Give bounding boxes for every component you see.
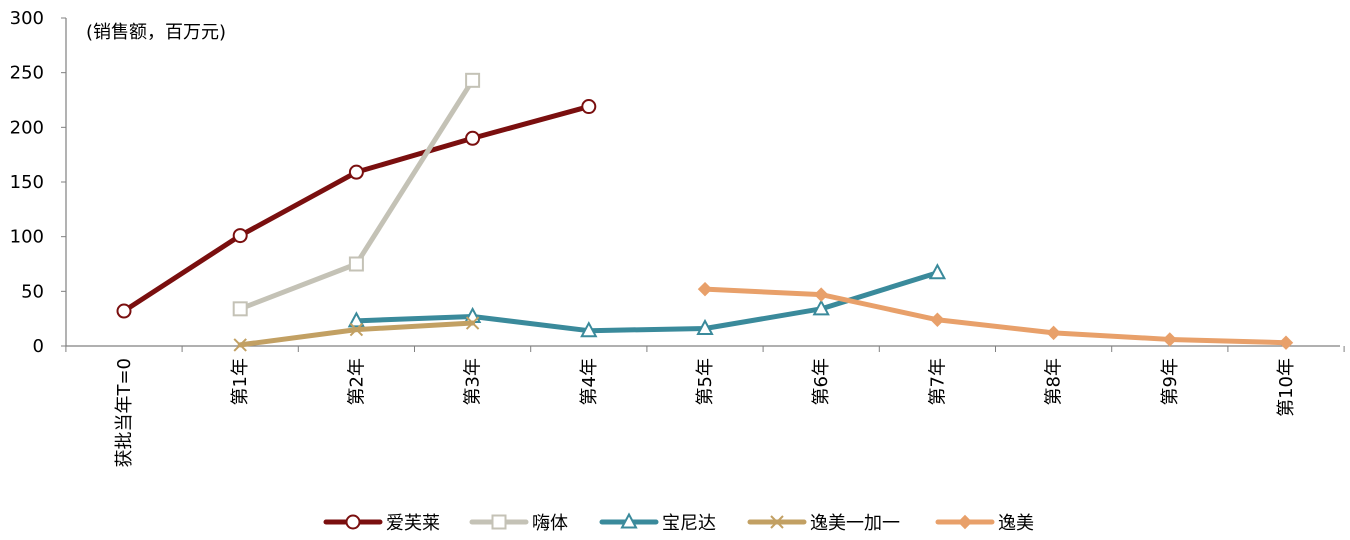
x-tick-label: 第5年 <box>695 358 716 405</box>
data-point <box>233 338 247 352</box>
legend-marker <box>620 512 638 529</box>
y-tick-label: 150 <box>10 172 44 193</box>
x-tick-label: 第10年 <box>1276 358 1297 417</box>
x-tick-label: 第7年 <box>927 358 948 405</box>
data-point <box>232 228 248 244</box>
data-point <box>465 316 480 330</box>
x-tick-label: 第9年 <box>1160 358 1181 405</box>
data-point <box>697 281 713 297</box>
series-1 <box>116 99 597 319</box>
data-point <box>465 72 481 88</box>
data-point <box>347 311 366 328</box>
data-point <box>812 299 830 316</box>
y-tick-labels: 0 50 100 150 200 250 300 <box>10 8 66 357</box>
series-line <box>353 270 940 334</box>
x-tick-label: 第3年 <box>463 358 484 405</box>
legend-marker <box>491 514 507 530</box>
x-tick-label: 第8年 <box>1044 358 1065 405</box>
series-5 <box>697 281 1294 350</box>
data-point <box>1162 332 1178 347</box>
legend-label: 嗨体 <box>532 513 568 534</box>
y-tick-label: 300 <box>10 8 44 29</box>
series-layer <box>116 72 1294 352</box>
data-point <box>928 263 947 280</box>
legend: 爱芙莱 嗨体 宝尼达 逸美一加一 逸美 <box>323 512 1034 534</box>
series-4 <box>233 316 480 352</box>
y-tick-label: 200 <box>10 117 44 138</box>
y-tick-label: 50 <box>21 281 44 302</box>
x-tick-label: 第2年 <box>346 358 367 405</box>
legend-label: 爱芙莱 <box>386 513 440 534</box>
x-tick-labels: 获批当年T=0 第1年 第2年 第3年 第4年 第5年 第6年 第7年 第8年 第9年 第10年 <box>65 346 1345 468</box>
legend-label: 逸美一加一 <box>810 513 900 534</box>
series-line <box>702 286 1289 346</box>
data-point <box>348 256 364 272</box>
series-line <box>121 104 592 314</box>
series-2 <box>232 72 481 317</box>
data-point <box>1278 335 1294 350</box>
legend-marker <box>957 514 973 530</box>
x-tick-label: 第6年 <box>811 358 832 405</box>
legend-item: 爱芙莱 <box>323 513 440 534</box>
data-point <box>349 322 364 337</box>
data-point <box>696 318 714 336</box>
data-point <box>930 312 945 327</box>
legend-item: 宝尼达 <box>599 512 716 534</box>
legend-marker <box>770 515 784 529</box>
legend-label: 宝尼达 <box>662 513 716 534</box>
legend-item: 逸美一加一 <box>747 513 900 534</box>
x-tick-label: 第1年 <box>230 358 251 405</box>
y-tick-label: 250 <box>10 63 44 84</box>
axes <box>65 18 1340 347</box>
legend-label: 逸美 <box>998 513 1034 534</box>
x-tick-label: 获批当年T=0 <box>114 358 135 468</box>
data-point <box>580 321 598 338</box>
data-point <box>232 301 248 317</box>
y-tick-label: 0 <box>33 336 44 357</box>
y-axis-label: (销售额，百万元) <box>86 22 226 43</box>
data-point <box>1046 325 1061 341</box>
data-point <box>465 130 481 146</box>
legend-item: 逸美 <box>935 513 1034 534</box>
legend-marker <box>345 514 361 530</box>
data-point <box>581 99 597 115</box>
x-tick-label: 第4年 <box>579 358 600 405</box>
series-line <box>237 77 476 312</box>
data-point <box>348 164 364 180</box>
y-tick-label: 100 <box>10 227 44 248</box>
data-point <box>116 303 132 319</box>
data-point <box>813 287 829 302</box>
legend-item: 嗨体 <box>469 513 568 534</box>
